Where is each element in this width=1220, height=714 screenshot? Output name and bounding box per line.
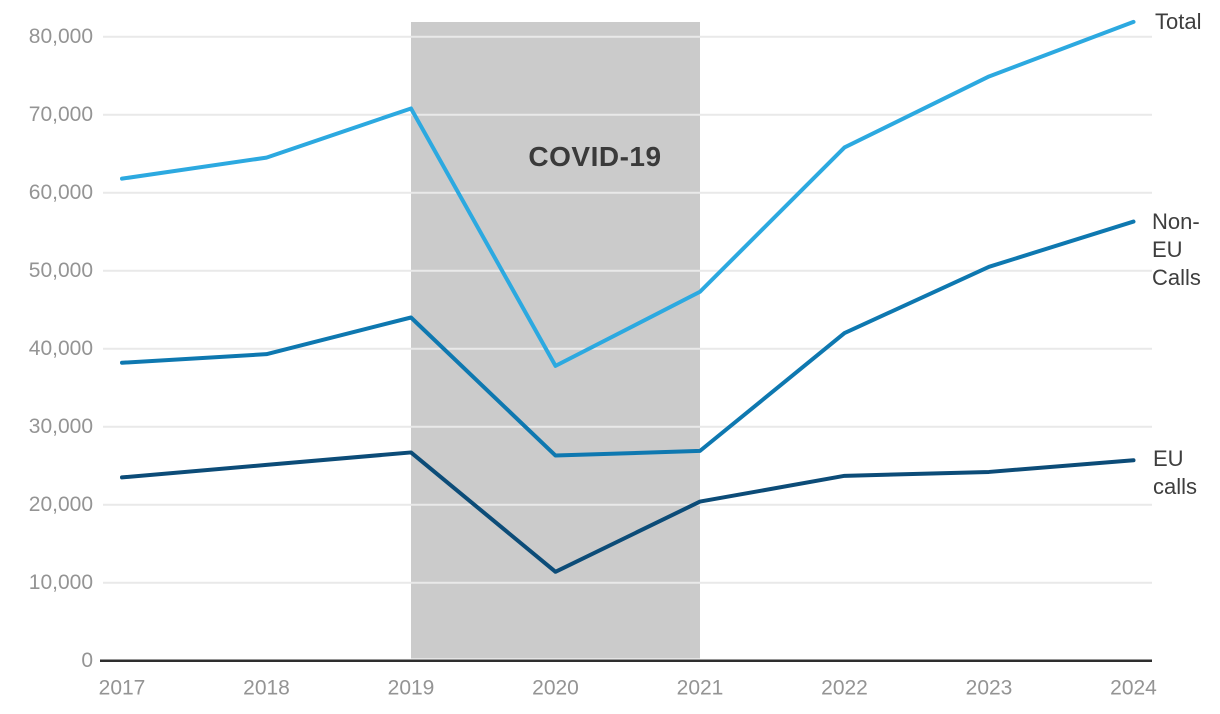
- covid-band-label: COVID-19: [528, 141, 662, 172]
- series-line-non-eu-calls: [120, 219, 1136, 458]
- x-axis-tick-label: 2021: [677, 677, 724, 700]
- y-axis-tick-label: 40,000: [29, 337, 93, 360]
- series-label-total: Total: [1155, 8, 1201, 36]
- series-label-line: calls: [1153, 474, 1198, 499]
- y-axis-tick-label: 10,000: [29, 571, 93, 594]
- x-axis-tick-label: 2019: [388, 677, 435, 700]
- y-axis-tick-label: 60,000: [29, 181, 93, 204]
- y-axis-tick-label: 70,000: [29, 103, 93, 126]
- series-label-line: Total: [1155, 9, 1202, 34]
- series-label-non-eu-calls: Non- EU Calls: [1152, 208, 1201, 292]
- y-axis-tick-label: 30,000: [29, 415, 93, 438]
- x-axis-tick-label: 2024: [1110, 677, 1157, 700]
- covid-band: [411, 22, 700, 659]
- y-axis-tick-label: 50,000: [29, 259, 93, 282]
- series-label-line: Calls: [1152, 265, 1201, 290]
- y-axis-tick-label: 0: [81, 649, 93, 672]
- series-label-eu-calls: EU calls: [1153, 445, 1197, 501]
- series-line-eu-calls: [120, 450, 1136, 574]
- series-line-total: [120, 19, 1136, 368]
- x-axis-tick-label: 2017: [99, 677, 146, 700]
- x-axis-tick-label: 2018: [243, 677, 290, 700]
- series-label-line: EU: [1153, 446, 1184, 471]
- y-axis-tick-label: 80,000: [29, 25, 93, 48]
- x-axis-tick-label: 2022: [821, 677, 868, 700]
- series-label-line: Non-: [1152, 209, 1200, 234]
- x-axis-tick-label: 2023: [966, 677, 1013, 700]
- y-axis-tick-label: 20,000: [29, 493, 93, 516]
- x-axis-tick-label: 2020: [532, 677, 579, 700]
- series-label-line: EU: [1152, 237, 1183, 262]
